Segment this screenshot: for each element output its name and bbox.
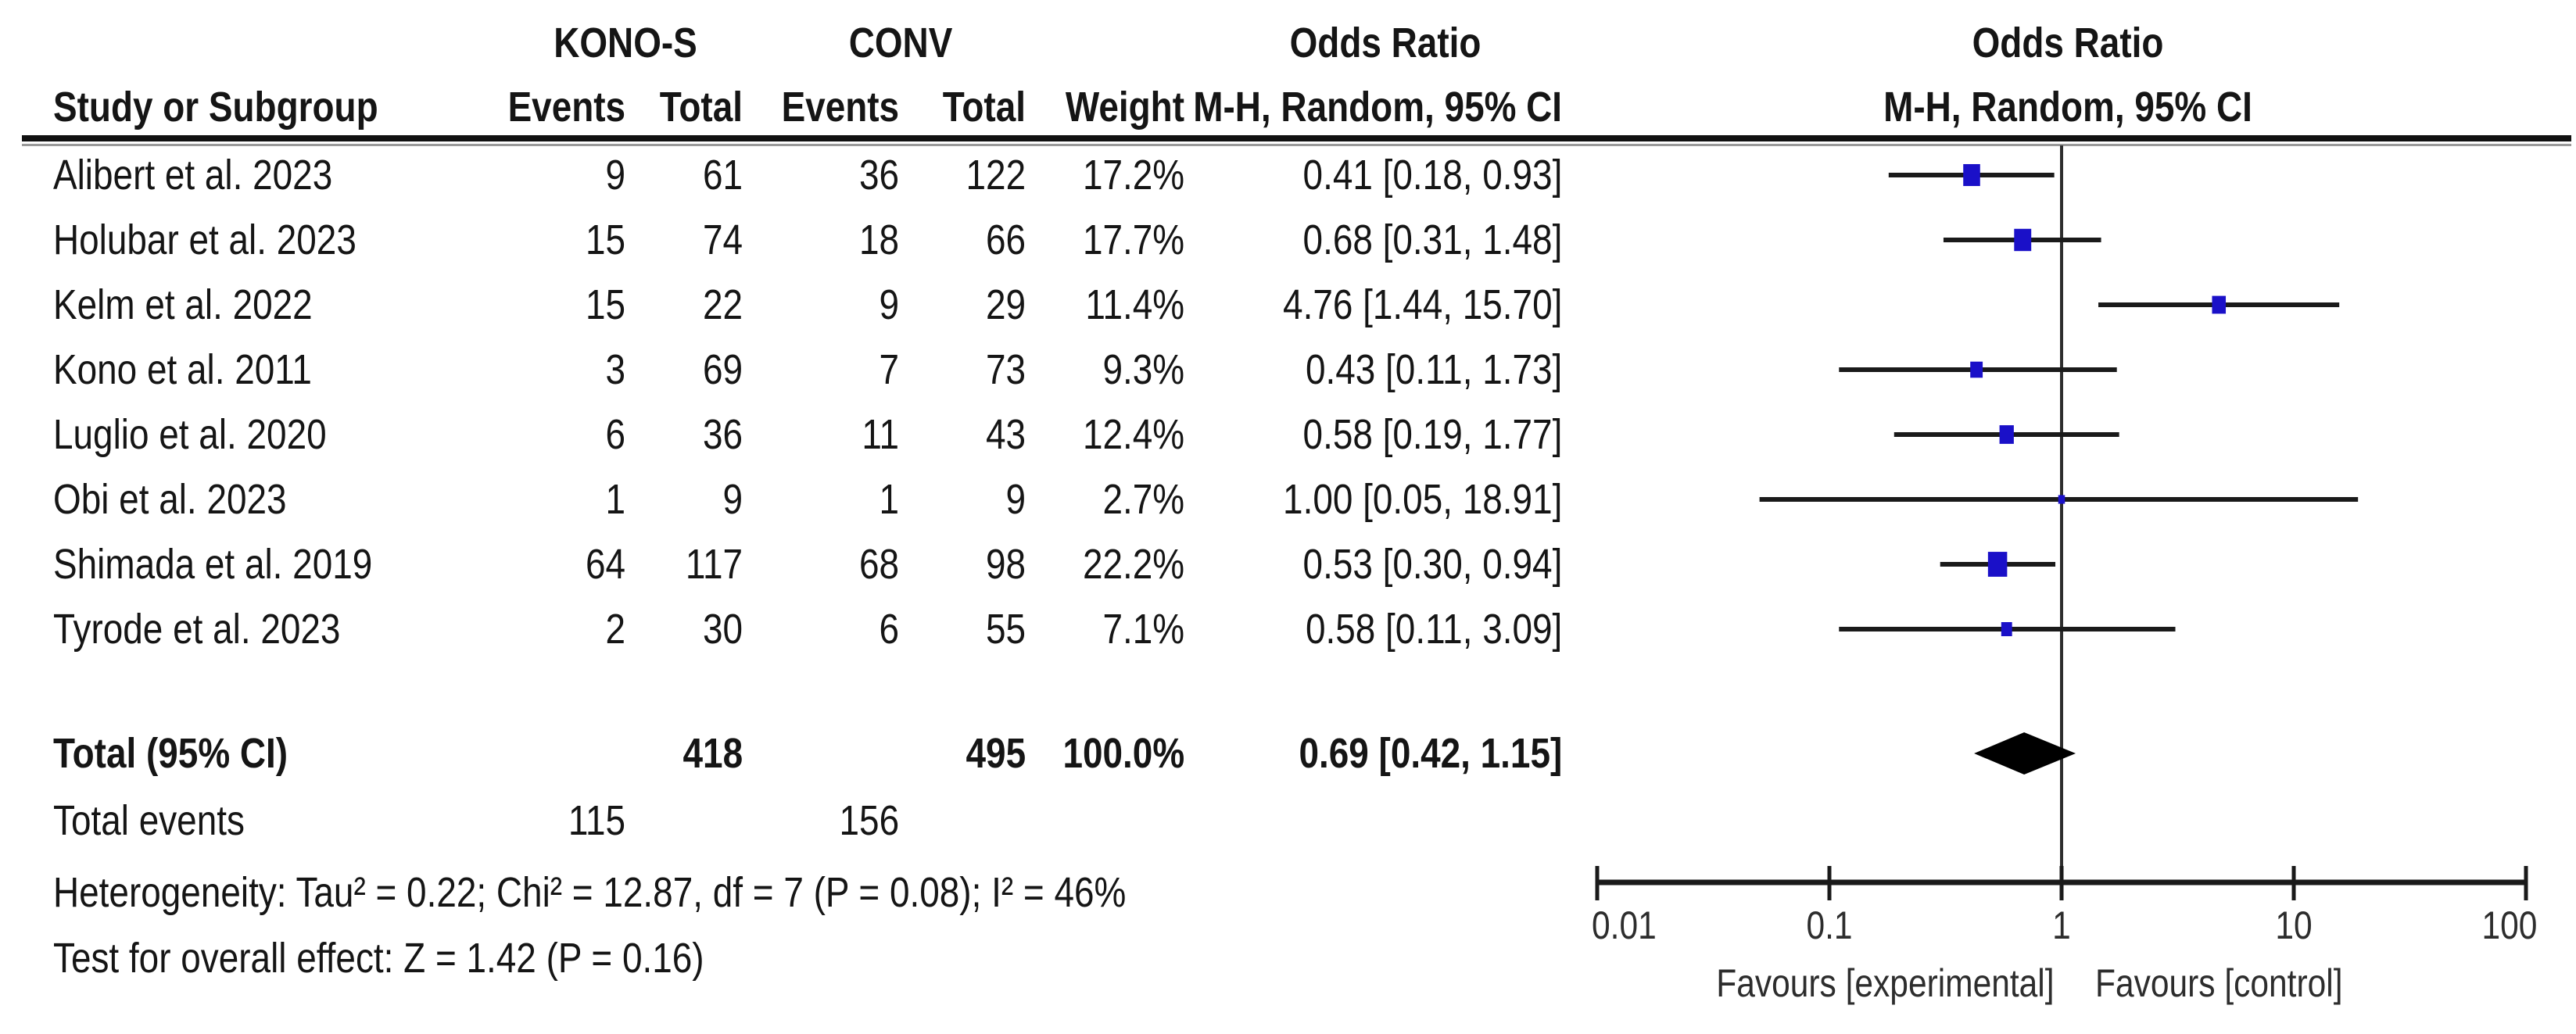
events2-cell-alibert-et-al-2023: 36 (858, 152, 899, 199)
total-label: Total (95% CI) (53, 730, 288, 777)
total1-cell-obi-et-al-2023: 9 (722, 476, 743, 523)
study-name-shimada-et-al-2019: Shimada et al. 2019 (53, 541, 373, 588)
total2-cell-shimada-et-al-2019: 98 (985, 541, 1026, 588)
total1-cell-kono-et-al-2011: 69 (702, 346, 743, 393)
mh-plot-header: M-H, Random, 95% CI (1883, 84, 2252, 131)
total-n1: 418 (683, 730, 743, 777)
tick-label-10: 10 (2275, 903, 2313, 947)
weight-cell-kono-et-al-2011: 9.3% (1102, 346, 1184, 393)
or-ci-cell-shimada-et-al-2019: 0.53 [0.30, 0.94] (1302, 541, 1562, 588)
total-weight: 100.0% (1062, 730, 1184, 777)
mh-col-header: M-H, Random, 95% CI (1193, 84, 1562, 131)
total1-cell-luglio-et-al-2020: 36 (702, 411, 743, 458)
events2-cell-luglio-et-al-2020: 11 (862, 411, 899, 458)
total-events-label: Total events (53, 797, 245, 844)
total1-cell-kelm-et-al-2022: 22 (702, 281, 743, 328)
study-col-header: Study or Subgroup (53, 84, 378, 131)
tick-label-100: 100 (2481, 903, 2537, 947)
total2-cell-luglio-et-al-2020: 43 (985, 411, 1026, 458)
total-events-1: 115 (568, 797, 625, 844)
events1-cell-kelm-et-al-2022: 15 (585, 281, 625, 328)
events1-cell-holubar-et-al-2023: 15 (585, 216, 625, 263)
events2-cell-kono-et-al-2011: 7 (879, 346, 899, 393)
events1-cell-alibert-et-al-2023: 9 (605, 152, 625, 199)
study-name-luglio-et-al-2020: Luglio et al. 2020 (53, 411, 327, 458)
total1-col-header: Total (659, 84, 743, 131)
events1-cell-luglio-et-al-2020: 6 (605, 411, 625, 458)
study-name-tyrode-et-al-2023: Tyrode et al. 2023 (53, 606, 341, 653)
events1-cell-obi-et-al-2023: 1 (605, 476, 625, 523)
weight-cell-obi-et-al-2023: 2.7% (1102, 476, 1184, 523)
marker-holubar-et-al-2023 (2014, 228, 2032, 252)
overall-effect-text: Test for overall effect: Z = 1.42 (P = 0… (53, 935, 704, 982)
events2-cell-obi-et-al-2023: 1 (879, 476, 899, 523)
or-ci-cell-alibert-et-al-2023: 0.41 [0.18, 0.93] (1302, 152, 1562, 199)
events2-cell-tyrode-et-al-2023: 6 (879, 606, 899, 653)
weight-cell-holubar-et-al-2023: 17.7% (1082, 216, 1184, 263)
weight-cell-kelm-et-al-2022: 11.4% (1085, 281, 1184, 328)
marker-shimada-et-al-2019 (1987, 552, 2008, 577)
study-name-alibert-et-al-2023: Alibert et al. 2023 (53, 152, 333, 199)
weight-cell-alibert-et-al-2023: 17.2% (1082, 152, 1184, 199)
total2-cell-kono-et-al-2011: 73 (985, 346, 1026, 393)
or-title-table: Odds Ratio (1289, 20, 1481, 66)
events2-col-header: Events (781, 84, 899, 131)
events2-cell-kelm-et-al-2022: 9 (879, 281, 899, 328)
or-title-plot: Odds Ratio (1972, 20, 2164, 66)
favours-experimental-label: Favours [experimental] (1716, 961, 2055, 1005)
events2-cell-shimada-et-al-2019: 68 (858, 541, 899, 588)
total1-cell-holubar-et-al-2023: 74 (702, 216, 743, 263)
total2-cell-holubar-et-al-2023: 66 (985, 216, 1026, 263)
marker-kono-et-al-2011 (1970, 361, 1983, 378)
events1-col-header: Events (507, 84, 625, 131)
tick-label-0.1: 0.1 (1806, 903, 1853, 947)
favours-control-label: Favours [control] (2095, 961, 2343, 1005)
total2-cell-alibert-et-al-2023: 122 (966, 152, 1026, 199)
total1-cell-tyrode-et-al-2023: 30 (702, 606, 743, 653)
group1-header: KONO-S (554, 20, 697, 66)
total1-cell-alibert-et-al-2023: 61 (702, 152, 743, 199)
or-ci-cell-tyrode-et-al-2023: 0.58 [0.11, 3.09] (1305, 606, 1562, 653)
tick-label-1: 1 (2052, 903, 2071, 947)
total2-cell-kelm-et-al-2022: 29 (985, 281, 1026, 328)
study-name-kelm-et-al-2022: Kelm et al. 2022 (53, 281, 313, 328)
total2-col-header: Total (942, 84, 1026, 131)
or-ci-cell-luglio-et-al-2020: 0.58 [0.19, 1.77] (1302, 411, 1562, 458)
header-rule-shadow (22, 144, 2571, 146)
events1-cell-tyrode-et-al-2023: 2 (605, 606, 625, 653)
marker-luglio-et-al-2020 (1999, 425, 2014, 444)
total-events-2: 156 (839, 797, 899, 844)
weight-col-header: Weight (1065, 84, 1184, 131)
total2-cell-tyrode-et-al-2023: 55 (985, 606, 1026, 653)
or-ci-cell-obi-et-al-2023: 1.00 [0.05, 18.91] (1282, 476, 1562, 523)
total1-cell-shimada-et-al-2019: 117 (685, 541, 743, 588)
marker-tyrode-et-al-2023 (2001, 621, 2012, 637)
summary-diamond (1974, 732, 2076, 775)
tick-label-0.01: 0.01 (1592, 903, 1657, 947)
total2-cell-obi-et-al-2023: 9 (1005, 476, 1026, 523)
study-name-obi-et-al-2023: Obi et al. 2023 (53, 476, 287, 523)
events1-cell-kono-et-al-2011: 3 (605, 346, 625, 393)
total-or: 0.69 [0.42, 1.15] (1299, 730, 1562, 777)
total-n2: 495 (966, 730, 1026, 777)
group2-header: CONV (848, 20, 953, 66)
events1-cell-shimada-et-al-2019: 64 (585, 541, 625, 588)
marker-kelm-et-al-2022 (2212, 295, 2227, 314)
weight-cell-luglio-et-al-2020: 12.4% (1082, 411, 1184, 458)
heterogeneity-text: Heterogeneity: Tau² = 0.22; Chi² = 12.87… (53, 869, 1127, 916)
or-ci-cell-kelm-et-al-2022: 4.76 [1.44, 15.70] (1282, 281, 1562, 328)
study-name-holubar-et-al-2023: Holubar et al. 2023 (53, 216, 356, 263)
events2-cell-holubar-et-al-2023: 18 (858, 216, 899, 263)
weight-cell-tyrode-et-al-2023: 7.1% (1102, 606, 1184, 653)
or-ci-cell-holubar-et-al-2023: 0.68 [0.31, 1.48] (1302, 216, 1562, 263)
header-rule (22, 135, 2571, 141)
or-ci-cell-kono-et-al-2011: 0.43 [0.11, 1.73] (1305, 346, 1562, 393)
study-name-kono-et-al-2011: Kono et al. 2011 (53, 346, 312, 393)
weight-cell-shimada-et-al-2019: 22.2% (1082, 541, 1184, 588)
marker-obi-et-al-2023 (2058, 495, 2065, 504)
marker-alibert-et-al-2023 (1963, 163, 1980, 187)
